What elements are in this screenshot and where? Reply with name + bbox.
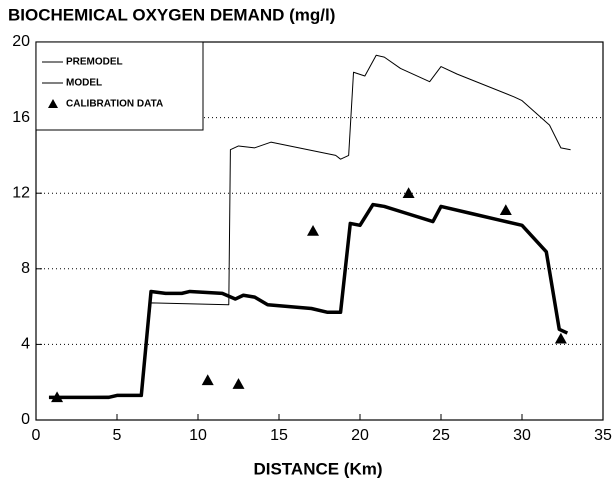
legend-label: CALIBRATION DATA [66,99,163,110]
x-tick-label: 35 [594,427,612,444]
series-line [48,54,571,398]
y-tick-label: 4 [21,336,30,353]
y-tick-label: 20 [12,33,30,50]
plot-frame [35,41,604,421]
x-tick-label: 25 [432,427,450,444]
series-line [48,202,569,400]
legend-label: PREMODEL [66,57,123,68]
calibration-marker [499,204,512,216]
calibration-marker [51,391,64,403]
legend-box [35,41,204,131]
calibration-marker [402,187,415,198]
x-tick-label: 10 [189,427,207,444]
x-axis-label: DISTANCE (Km) [253,459,382,478]
calibration-marker [307,225,320,236]
y-tick-label: 0 [21,411,30,428]
x-tick-label: 5 [113,427,122,444]
chart-title: BIOCHEMICAL OXYGEN DEMAND (mg/l) [8,5,335,24]
x-tick-label: 20 [351,427,369,444]
calibration-marker [201,374,214,386]
y-tick-label: 16 [12,109,30,126]
x-tick-label: 15 [270,427,288,444]
y-tick-label: 12 [12,184,30,201]
x-tick-label: 0 [32,427,41,444]
calibration-marker [554,332,567,344]
legend-marker [48,99,58,108]
y-tick-label: 8 [21,260,30,277]
legend-label: MODEL [66,78,102,89]
calibration-marker [232,378,245,389]
x-tick-label: 30 [513,427,531,444]
